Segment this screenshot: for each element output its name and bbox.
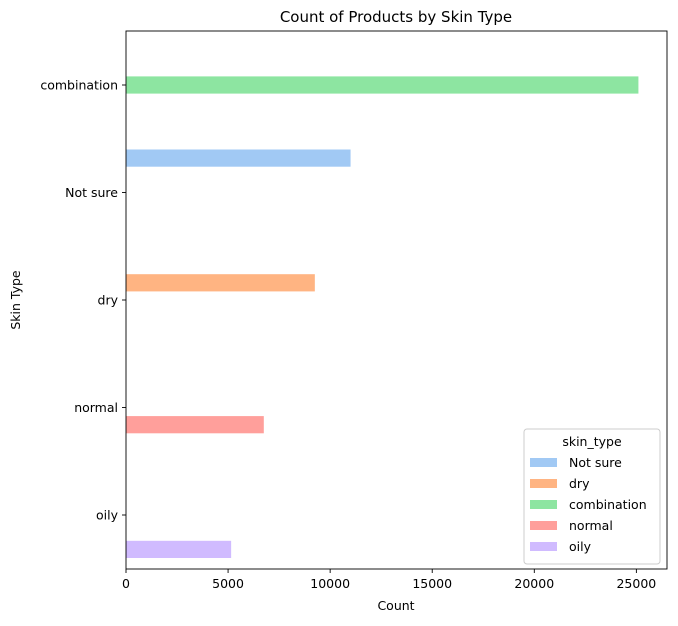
x-tick-label: 0	[122, 576, 130, 591]
bar-normal	[126, 416, 264, 434]
legend-swatch	[530, 521, 557, 530]
y-tick-label: combination	[40, 78, 118, 93]
x-tick-label: 10000	[310, 576, 350, 591]
y-tick-label: normal	[74, 400, 118, 415]
x-tick-label: 25000	[616, 576, 656, 591]
legend-title: skin_type	[562, 434, 622, 449]
legend-frame	[523, 428, 661, 565]
x-tick-label: 20000	[514, 576, 554, 591]
bar-dry	[126, 274, 315, 292]
legend: skin_type Not sure dry combination normal oi…	[523, 428, 661, 565]
bar-oily	[126, 540, 232, 558]
y-axis-label: Skin Type	[8, 270, 23, 330]
x-tick-label: 15000	[412, 576, 452, 591]
legend-label: oily	[569, 539, 592, 554]
legend-label: dry	[569, 476, 590, 491]
legend-swatch	[530, 458, 557, 467]
x-axis-ticks: 0 5000 10000 15000 20000 25000	[122, 569, 656, 591]
x-axis-label: Count	[377, 598, 414, 613]
legend-swatch	[530, 479, 557, 488]
bar-not-sure	[126, 149, 351, 167]
legend-swatch	[530, 500, 557, 509]
y-tick-label: oily	[96, 508, 119, 523]
legend-label: Not sure	[569, 455, 622, 470]
legend-swatch	[530, 542, 557, 551]
legend-label: normal	[569, 518, 613, 533]
legend-label: combination	[569, 497, 647, 512]
x-tick-label: 5000	[212, 576, 244, 591]
chart-title: Count of Products by Skin Type	[280, 8, 512, 26]
y-tick-label: Not sure	[65, 185, 118, 200]
bars-layer	[126, 76, 639, 558]
y-tick-label: dry	[98, 293, 119, 308]
bar-combination	[126, 76, 639, 94]
legend-items: Not sure dry combination normal oily	[530, 455, 647, 554]
y-axis-ticks: combination Not sure dry normal oily	[40, 78, 126, 523]
